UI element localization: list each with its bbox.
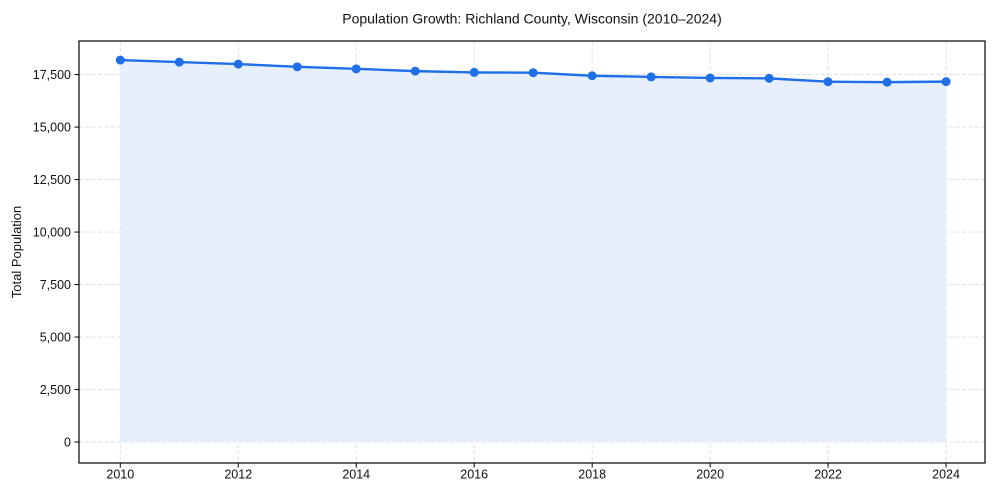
x-tick-label: 2016	[460, 468, 488, 482]
tick-labels: 2010 2012 2014 2016 2018 2020 2022 2024 0 2,500 5,…	[33, 68, 960, 482]
data-point	[764, 73, 774, 83]
data-point	[823, 77, 833, 87]
data-point	[469, 67, 479, 77]
data-point	[410, 66, 420, 76]
plot-border	[78, 40, 986, 464]
data-point	[882, 77, 892, 87]
data-point	[292, 62, 302, 72]
x-tick-label: 2014	[342, 468, 370, 482]
area-fill	[120, 60, 947, 443]
data-point-layer	[115, 55, 951, 87]
y-tick-label: 12,500	[33, 173, 71, 187]
x-tick-label: 2018	[578, 468, 606, 482]
data-point	[174, 57, 184, 67]
x-tick-label: 2012	[224, 468, 252, 482]
x-tick-label: 2022	[814, 468, 842, 482]
y-tick-label: 7,500	[40, 278, 71, 292]
chart-title: Population Growth: Richland County, Wisc…	[342, 11, 722, 27]
area-fill-layer	[120, 60, 947, 443]
y-tick-label: 0	[64, 435, 71, 449]
x-tick-label: 2024	[932, 468, 960, 482]
y-tick-label: 15,000	[33, 120, 71, 134]
y-tick-label: 17,500	[33, 68, 71, 82]
y-tick-label: 2,500	[40, 383, 71, 397]
data-point	[587, 71, 597, 81]
data-point	[351, 64, 361, 74]
x-tick-label: 2020	[696, 468, 724, 482]
data-point	[115, 55, 125, 65]
data-point	[646, 72, 656, 82]
tick-marks	[74, 74, 947, 468]
axes-spines	[78, 40, 986, 464]
y-tick-label: 10,000	[33, 225, 71, 239]
x-tick-label: 2010	[106, 468, 134, 482]
data-point	[941, 77, 951, 87]
y-tick-label: 5,000	[40, 330, 71, 344]
data-point	[705, 73, 715, 83]
data-point	[528, 68, 538, 78]
data-point	[233, 59, 243, 69]
y-axis-label: Total Population	[9, 206, 24, 299]
